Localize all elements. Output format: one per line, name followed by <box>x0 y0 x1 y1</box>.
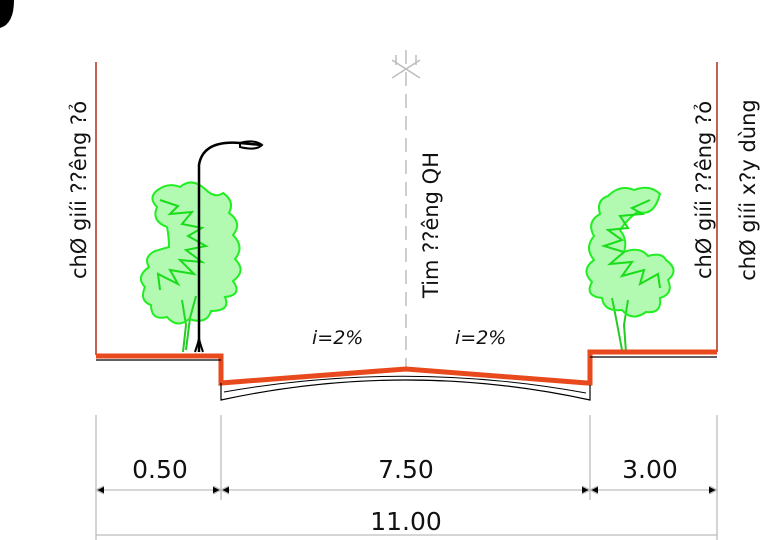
left-boundary-label: chØ giíi ??êng ?ỏ <box>67 101 91 279</box>
left-tree-icon <box>139 181 242 353</box>
street-light-icon <box>194 140 264 353</box>
dim-carriageway: 7.50 <box>378 455 434 484</box>
building-line-label: chØ giíi x?y dùng <box>736 99 760 281</box>
left-slope-label: i=2% <box>312 327 363 349</box>
right-slope-label: i=2% <box>455 327 506 349</box>
dim-right-sidewalk: 3.00 <box>622 455 678 484</box>
dimension-lines <box>94 415 719 540</box>
right-boundary-label: chØ giíi ??êng ?ỏ <box>692 101 716 279</box>
centerline-label: Tim ??êng QH <box>419 152 443 299</box>
corner-mark <box>0 0 14 28</box>
dim-left-sidewalk: 0.50 <box>132 455 188 484</box>
dim-total: 11.00 <box>370 507 442 536</box>
centerline-symbol <box>391 55 421 79</box>
road-surface <box>96 349 717 401</box>
right-tree-icon <box>585 186 675 353</box>
